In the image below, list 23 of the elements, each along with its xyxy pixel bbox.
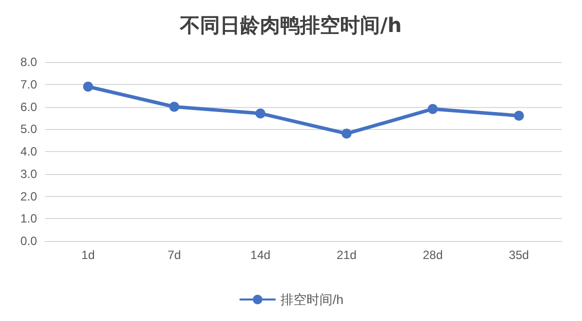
point <box>428 104 438 114</box>
point <box>342 128 352 139</box>
point <box>83 82 94 92</box>
point <box>255 108 266 118</box>
x-tick-label: 1d <box>81 248 95 262</box>
legend-label: 排空时间/h <box>280 292 344 307</box>
point <box>169 102 180 112</box>
y-tick-label: 3.0 <box>20 166 38 181</box>
x-tick-label: 14d <box>250 248 270 262</box>
x-tick-label: 21d <box>336 248 357 262</box>
y-tick-label: 1.0 <box>20 212 38 226</box>
x-tick-label: 28d <box>422 248 443 262</box>
x-tick-label: 7d <box>168 248 181 262</box>
y-tick-label: 7.0 <box>20 77 38 92</box>
y-tick-label: 2.0 <box>20 189 38 204</box>
y-tick-label: 0.0 <box>20 234 38 248</box>
y-tick-label: 4.0 <box>20 144 38 158</box>
y-tick-label: 5.0 <box>20 122 38 136</box>
x-tick-label: 35d <box>508 248 529 262</box>
y-tick-label: 6.0 <box>20 100 38 114</box>
chart-title: 不同日龄肉鸭排空时间/h <box>179 13 402 37</box>
point <box>514 110 524 121</box>
y-tick-label: 8.0 <box>20 55 38 69</box>
